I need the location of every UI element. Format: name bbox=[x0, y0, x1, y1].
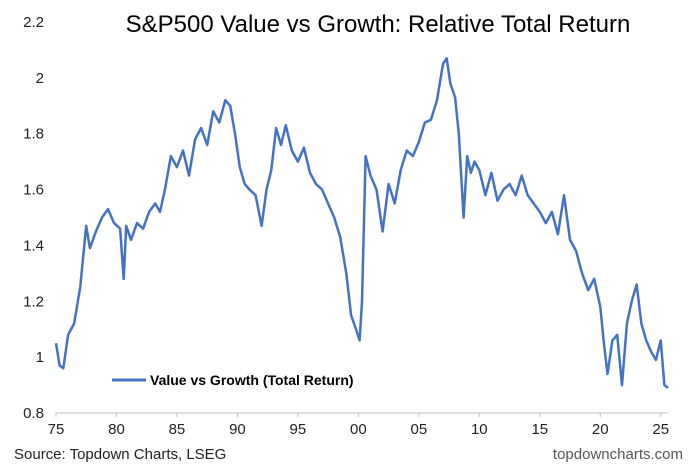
x-tick-label: 10 bbox=[471, 421, 488, 438]
legend-label: Value vs Growth (Total Return) bbox=[150, 372, 354, 388]
x-tick-label: 90 bbox=[229, 421, 246, 438]
x-axis-ticks: 75 80 85 90 95 00 05 10 15 20 25 bbox=[48, 413, 669, 438]
y-tick-label: 2 bbox=[36, 70, 44, 87]
x-tick-label: 00 bbox=[350, 421, 367, 438]
y-tick-label: 1.2 bbox=[23, 293, 44, 310]
x-tick-label: 85 bbox=[169, 421, 186, 438]
x-tick-label: 75 bbox=[48, 421, 65, 438]
y-tick-label: 0.8 bbox=[23, 405, 44, 422]
x-tick-label: 15 bbox=[531, 421, 548, 438]
y-axis-ticks: 0.8 1 1.2 1.4 1.6 1.8 2 2.2 bbox=[23, 14, 44, 422]
y-tick-label: 1.6 bbox=[23, 182, 44, 199]
x-tick-label: 20 bbox=[592, 421, 609, 438]
y-tick-label: 1 bbox=[36, 349, 44, 366]
y-tick-label: 1.4 bbox=[23, 237, 44, 254]
y-tick-label: 1.8 bbox=[23, 126, 44, 143]
chart-title: S&P500 Value vs Growth: Relative Total R… bbox=[126, 11, 631, 38]
y-tick-label: 2.2 bbox=[23, 14, 44, 31]
website-credit: topdowncharts.com bbox=[553, 446, 683, 463]
x-tick-label: 05 bbox=[411, 421, 428, 438]
legend: Value vs Growth (Total Return) bbox=[112, 372, 354, 388]
series-group bbox=[54, 57, 669, 389]
series-line-value-vs-growth bbox=[54, 57, 669, 389]
source-note: Source: Topdown Charts, LSEG bbox=[14, 446, 226, 463]
x-tick-label: 95 bbox=[290, 421, 307, 438]
x-tick-label: 80 bbox=[108, 421, 125, 438]
x-tick-label: 25 bbox=[652, 421, 669, 438]
